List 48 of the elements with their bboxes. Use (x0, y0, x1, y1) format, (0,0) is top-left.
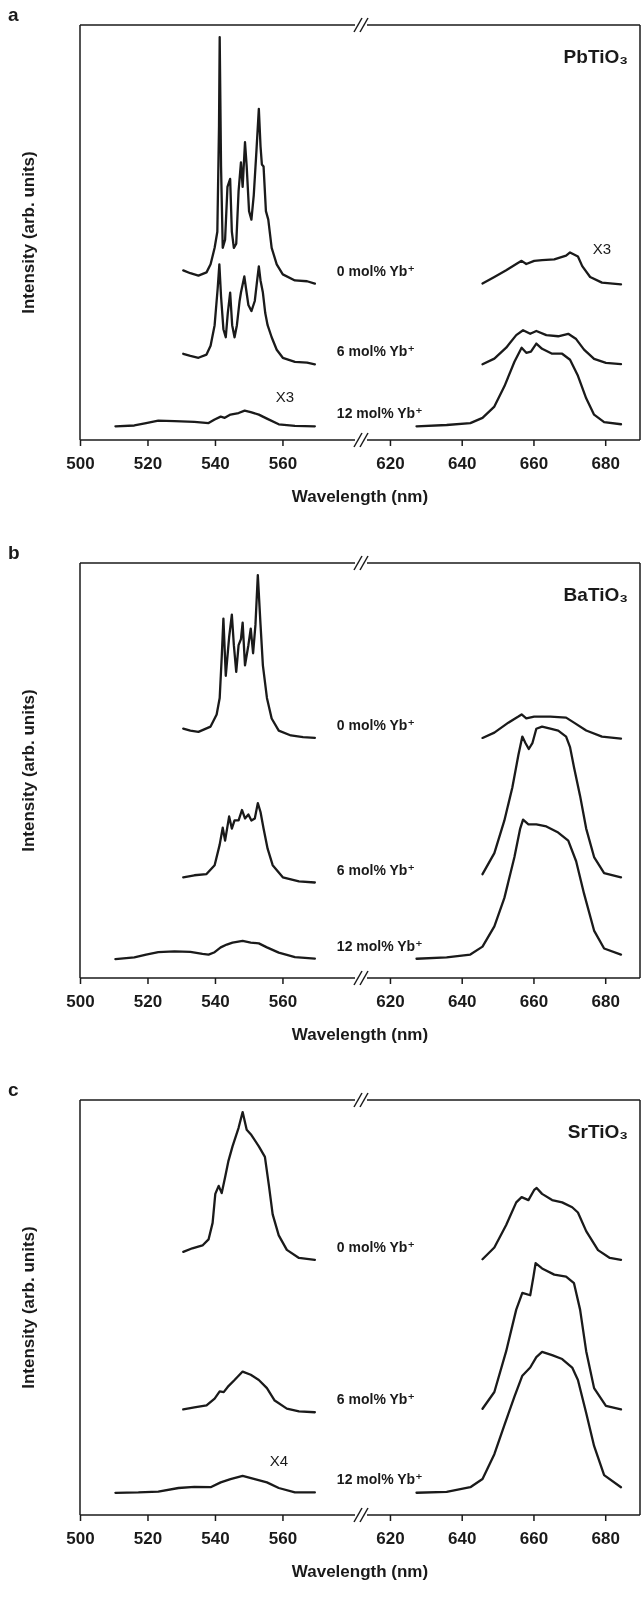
chart-title: b (8, 542, 20, 563)
x-tick-label: 540 (201, 992, 230, 1012)
x-axis-title: Wavelength (nm) (291, 1562, 429, 1581)
x-tick-label: 680 (591, 454, 620, 474)
x-tick-label: 520 (133, 1529, 163, 1549)
x-tick-label: 640 (448, 454, 477, 474)
x-tick-label: 560 (268, 1529, 298, 1549)
x-tick-label: 660 (519, 992, 549, 1012)
y-axis-title: Intensity (arb. units) (19, 1226, 38, 1389)
x-tick-label: 660 (519, 1529, 549, 1549)
x-tick-label: 560 (268, 454, 298, 474)
annotation: X4 (269, 1452, 289, 1469)
chart-title: c (8, 1079, 19, 1100)
annotation: X3 (275, 388, 295, 405)
x-tick-label: 640 (448, 992, 477, 1012)
x-tick-label: 680 (591, 992, 620, 1012)
y-axis-title: Intensity (arb. units) (19, 151, 38, 314)
x-tick-label: 520 (133, 992, 163, 1012)
chart-title: SrTiO₃ (567, 1121, 628, 1142)
series-label: 0 mol% Yb⁺ (336, 262, 415, 279)
x-tick-label: 500 (66, 1529, 95, 1549)
x-tick-label: 620 (376, 454, 405, 474)
chart-title: a (8, 4, 19, 25)
x-axis-title: Wavelength (nm) (291, 487, 429, 506)
series-label: 0 mol% Yb⁺ (336, 716, 415, 733)
x-tick-label: 540 (201, 1529, 230, 1549)
series-label: 6 mol% Yb⁺ (336, 1391, 415, 1408)
series-label: 12 mol% Yb⁺ (336, 937, 423, 954)
series-label: 12 mol% Yb⁺ (336, 1471, 423, 1488)
series-label: 0 mol% Yb⁺ (336, 1238, 415, 1255)
x-tick-label: 620 (376, 992, 405, 1012)
x-tick-label: 680 (591, 1529, 620, 1549)
series-label: 6 mol% Yb⁺ (336, 861, 415, 878)
x-tick-label: 520 (133, 454, 163, 474)
series-label: 12 mol% Yb⁺ (336, 405, 423, 422)
x-axis-title: Wavelength (nm) (291, 1025, 429, 1044)
x-tick-label: 500 (66, 454, 95, 474)
x-tick-label: 500 (66, 992, 95, 1012)
chart-title: BaTiO₃ (563, 584, 628, 605)
annotation: X3 (592, 240, 612, 257)
x-tick-label: 620 (376, 1529, 405, 1549)
x-tick-label: 560 (268, 992, 298, 1012)
x-tick-label: 540 (201, 454, 230, 474)
chart-title: PbTiO₃ (563, 46, 628, 67)
x-tick-label: 640 (448, 1529, 477, 1549)
x-tick-label: 660 (519, 454, 549, 474)
series-label: 6 mol% Yb⁺ (336, 343, 415, 360)
y-axis-title: Intensity (arb. units) (19, 689, 38, 852)
